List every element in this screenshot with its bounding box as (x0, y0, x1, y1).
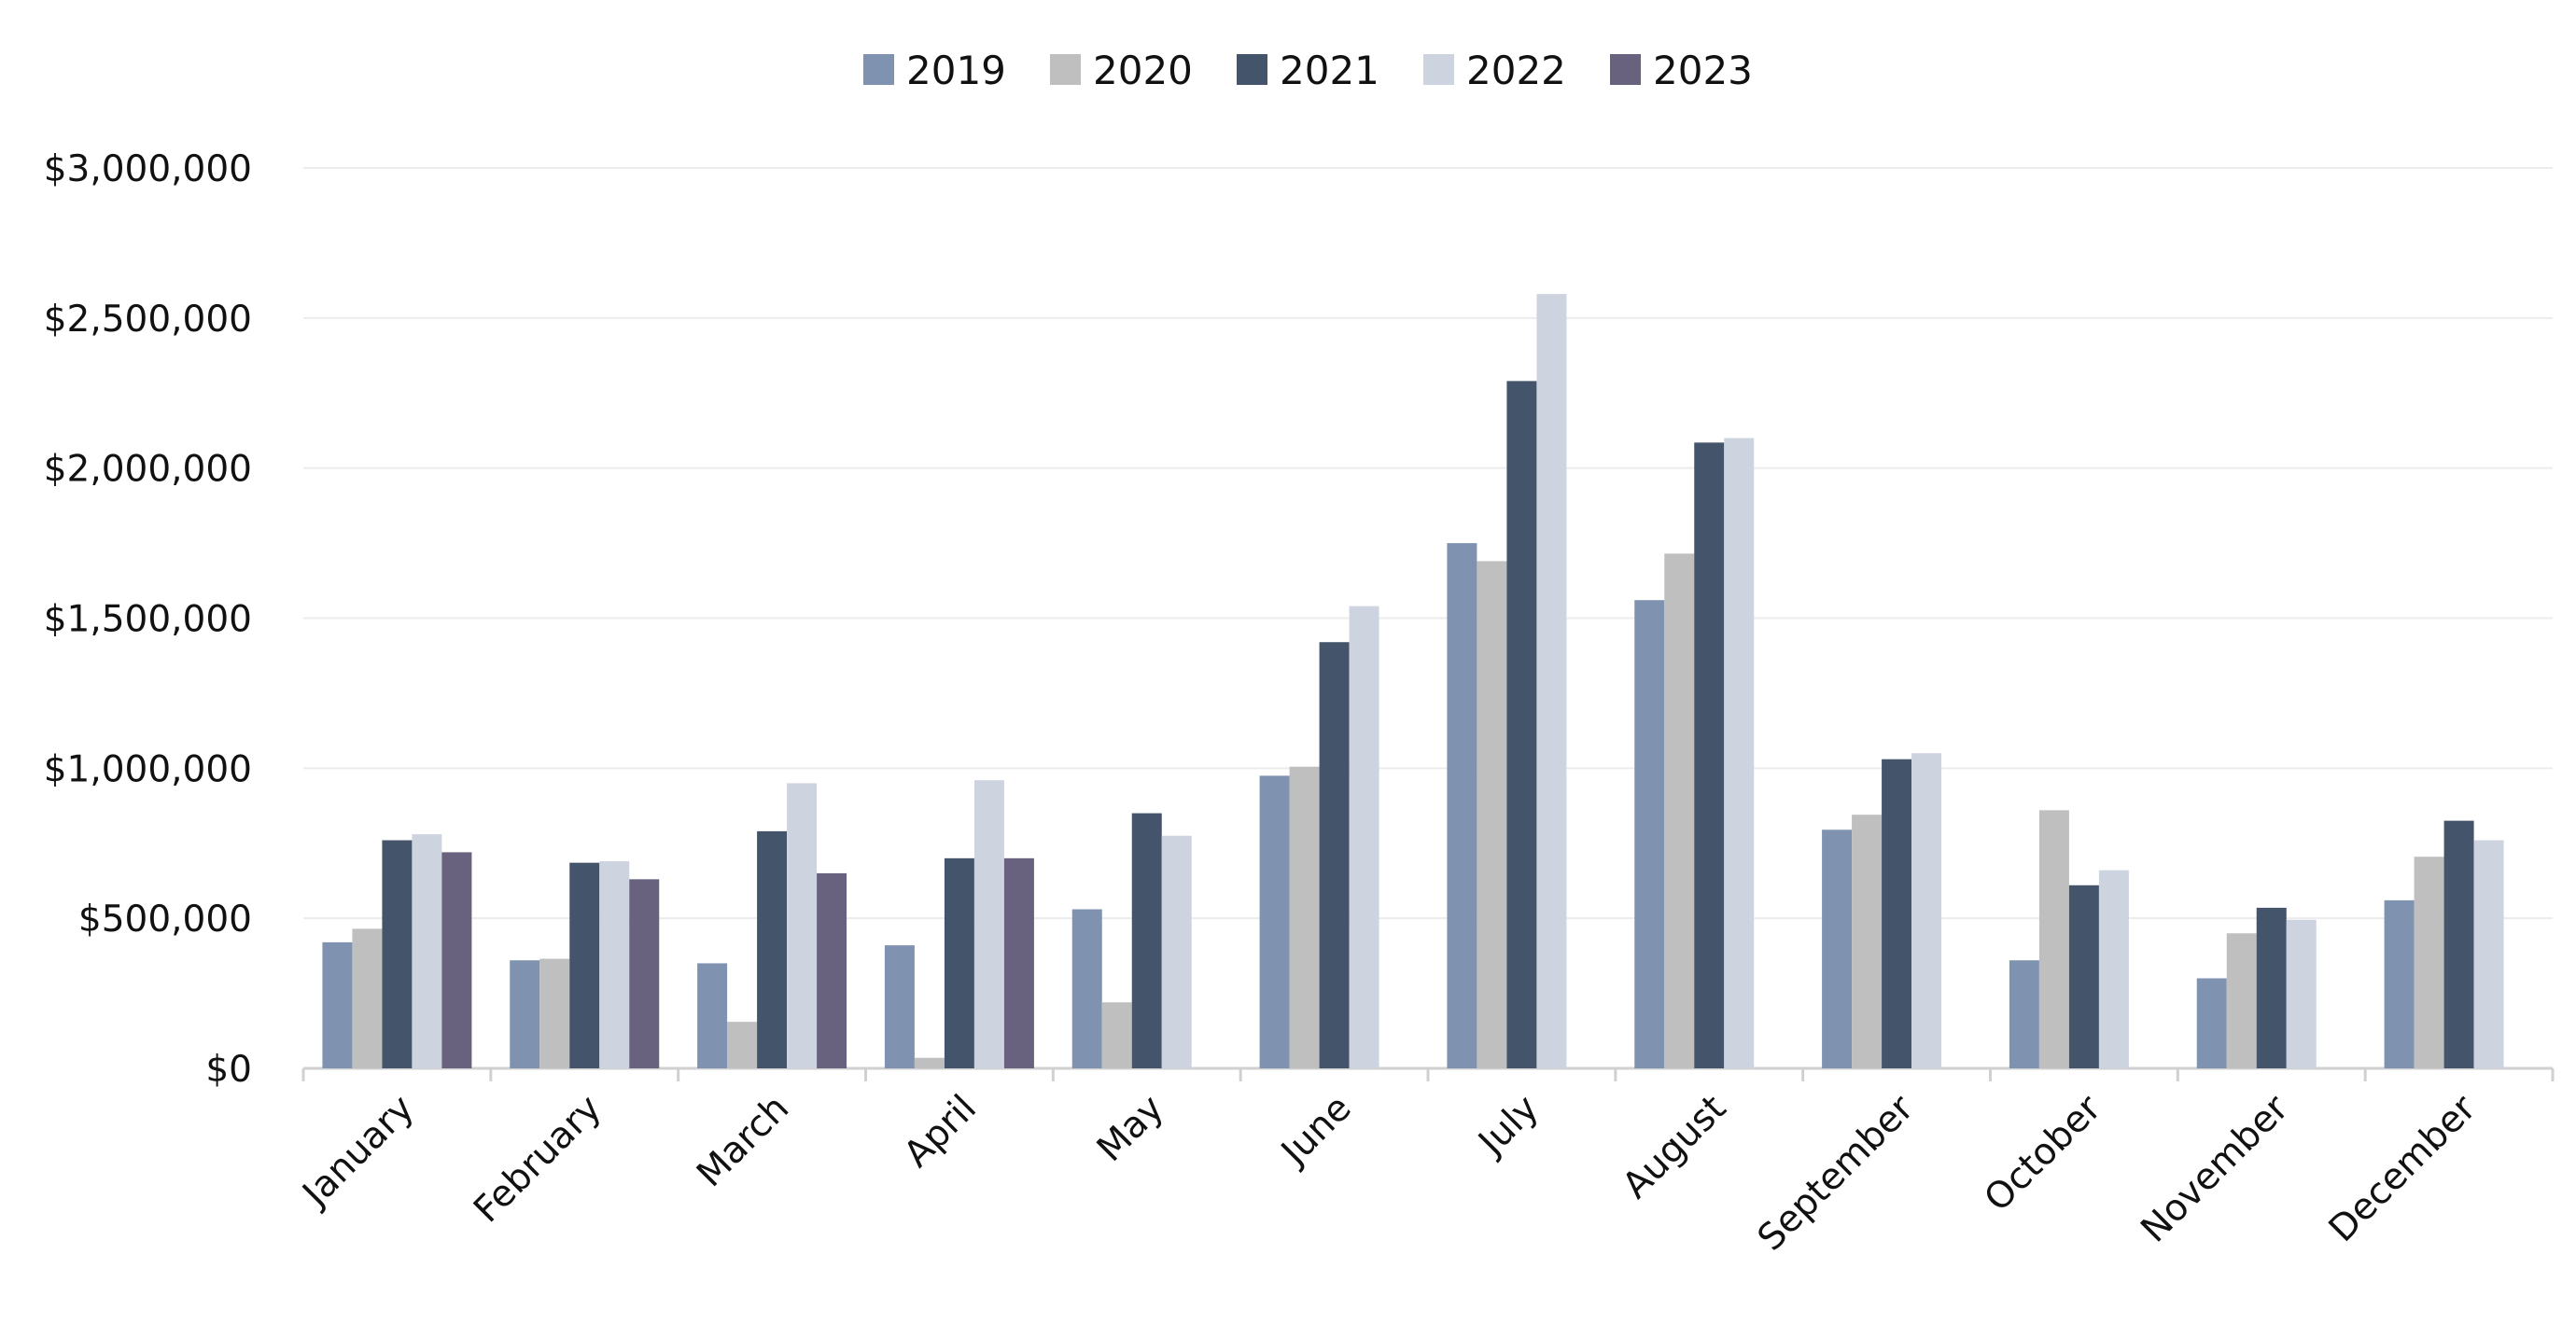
x-axis: January February March April May June July Augu… (293, 1066, 2555, 1260)
x-tick-label: July (1469, 1087, 1547, 1165)
x-tick-label: March (689, 1087, 797, 1195)
y-tick-label: $1,500,000 (44, 599, 252, 641)
bar-2021-january (382, 840, 413, 1068)
y-tick-label: $1,000,000 (44, 748, 252, 790)
bar-2020-november (2226, 933, 2257, 1068)
bar-2021-july (1506, 381, 1537, 1069)
bar-2022-march (787, 783, 818, 1068)
bar-2022-may (1161, 835, 1192, 1068)
bar-2021-november (2256, 907, 2287, 1068)
bar-2023-january (441, 852, 472, 1068)
bar-2021-march (757, 830, 788, 1068)
bar-2019-october (2009, 960, 2039, 1068)
legend: 2019 2020 2021 2022 2023 (863, 48, 1753, 93)
bar-2019-february (510, 960, 540, 1068)
bar-2020-june (1289, 766, 1320, 1068)
bar-2020-july (1477, 561, 1507, 1068)
legend-label: 2020 (1093, 48, 1193, 93)
x-tick-label: September (1750, 1087, 1923, 1260)
bar-2021-september (1882, 759, 1912, 1068)
bar-2019-september (1822, 829, 1853, 1068)
bar-2022-june (1349, 606, 1379, 1068)
legend-swatch-2022 (1423, 54, 1454, 85)
bar-2021-august (1694, 442, 1725, 1068)
bar-2019-july (1447, 543, 1477, 1068)
bar-2022-september (1911, 753, 1942, 1068)
bar-2021-october (2068, 885, 2099, 1068)
bar-2020-march (727, 1022, 758, 1068)
x-tick-label: November (2134, 1087, 2298, 1251)
bar-2020-december (2414, 857, 2444, 1068)
bar-2020-may (1101, 1002, 1132, 1068)
y-tick-label: $2,000,000 (44, 449, 252, 491)
y-axis: $0 $500,000 $1,000,000 $1,500,000 $2,000,000… (44, 148, 252, 1091)
y-tick-label: $0 (205, 1049, 252, 1091)
bar-2021-june (1319, 642, 1350, 1068)
bar-2022-january (412, 834, 442, 1068)
bar-2022-april (973, 780, 1004, 1068)
bar-2023-march (817, 872, 847, 1068)
bar-2019-june (1259, 775, 1290, 1068)
bar-2019-march (697, 963, 728, 1068)
bar-2022-october (2098, 870, 2129, 1068)
bar-2020-january (352, 928, 383, 1068)
bar-2020-august (1664, 553, 1695, 1068)
bar-2019-may (1071, 909, 1102, 1068)
bar-2021-february (569, 862, 600, 1068)
bar-2021-april (944, 857, 974, 1068)
bar-2022-december (2473, 840, 2504, 1068)
bar-2020-april (914, 1057, 945, 1068)
bar-2020-february (539, 958, 570, 1068)
x-tick-label: October (1977, 1087, 2110, 1220)
bar-2022-november (2286, 919, 2317, 1068)
legend-label: 2019 (906, 48, 1006, 93)
x-tick-label: August (1615, 1087, 1734, 1206)
x-tick-label: December (2321, 1087, 2485, 1251)
bar-2019-january (322, 941, 353, 1068)
bar-2023-april (1003, 857, 1034, 1068)
bar-2022-august (1724, 438, 1755, 1068)
bars (322, 294, 2504, 1069)
bar-2022-february (599, 861, 630, 1068)
legend-swatch-2021 (1237, 54, 1267, 85)
x-tick-label: June (1272, 1087, 1360, 1175)
legend-swatch-2019 (863, 54, 894, 85)
x-tick-label: April (896, 1087, 985, 1176)
legend-label: 2021 (1280, 48, 1379, 93)
bar-2019-december (2384, 899, 2415, 1068)
bar-2021-may (1131, 813, 1162, 1068)
y-tick-label: $500,000 (78, 899, 252, 941)
y-tick-label: $2,500,000 (44, 299, 252, 341)
bar-2020-october (2038, 810, 2069, 1068)
y-tick-label: $3,000,000 (44, 148, 252, 190)
x-tick-label: February (466, 1087, 609, 1231)
legend-label: 2023 (1653, 48, 1753, 93)
legend-swatch-2023 (1610, 54, 1641, 85)
legend-label: 2022 (1466, 48, 1566, 93)
bar-2019-november (2196, 978, 2227, 1068)
bar-2021-december (2443, 820, 2474, 1068)
bar-2019-april (884, 945, 915, 1068)
x-tick-label: May (1089, 1087, 1172, 1170)
bar-2023-february (629, 879, 660, 1068)
x-tick-label: January (293, 1087, 422, 1216)
bar-2019-august (1634, 600, 1665, 1068)
bar-2020-september (1852, 815, 1883, 1068)
gridlines (303, 167, 2553, 920)
legend-swatch-2020 (1050, 54, 1081, 85)
bar-2022-july (1536, 294, 1567, 1069)
